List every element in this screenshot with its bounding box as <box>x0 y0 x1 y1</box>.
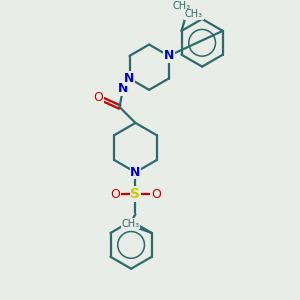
Text: CH₃: CH₃ <box>172 1 190 11</box>
Text: N: N <box>130 166 141 179</box>
Text: S: S <box>130 187 140 201</box>
Text: O: O <box>151 188 161 201</box>
Text: CH₃: CH₃ <box>185 9 203 19</box>
Text: N: N <box>118 82 128 95</box>
Text: CH₃: CH₃ <box>122 219 140 229</box>
Text: O: O <box>93 91 103 104</box>
Text: N: N <box>124 72 135 85</box>
Text: O: O <box>110 188 120 201</box>
Text: N: N <box>164 50 174 62</box>
